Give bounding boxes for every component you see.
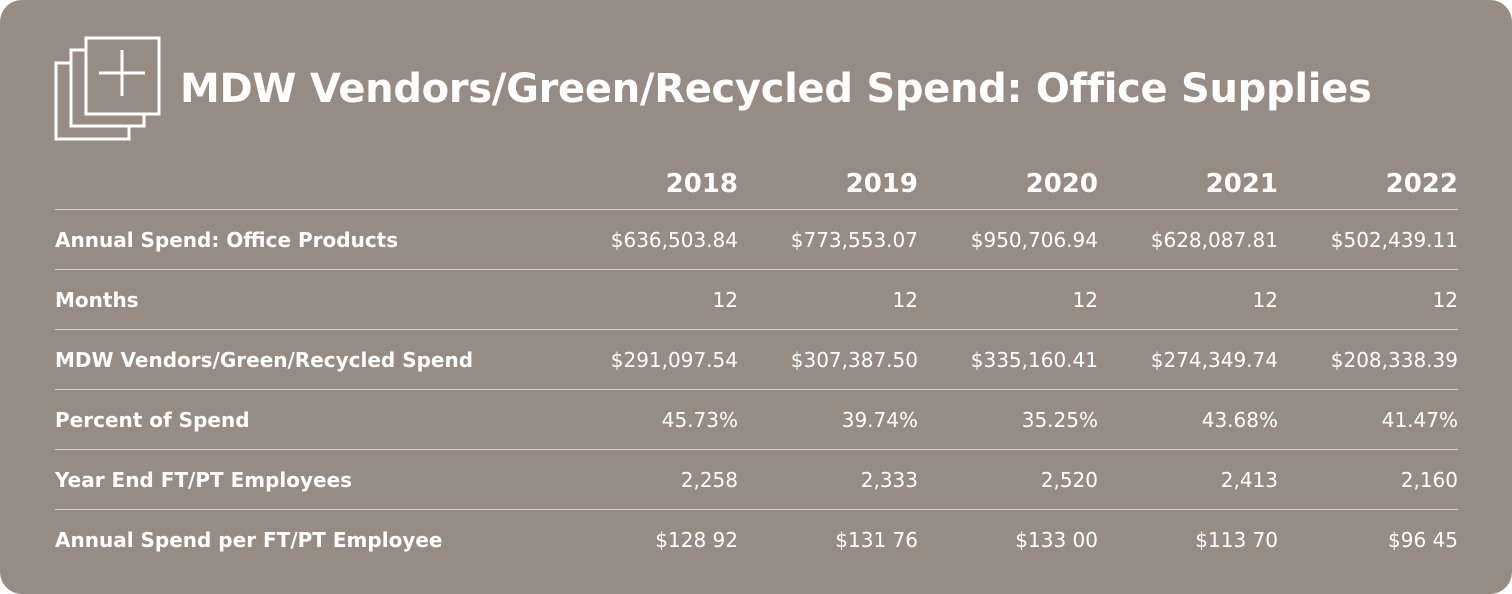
table-cell: $274,349.74 — [1098, 329, 1278, 390]
header-empty — [55, 158, 558, 210]
table-cell: 12 — [558, 269, 738, 330]
table-cell: 2,520 — [918, 449, 1098, 510]
column-header-2018: 2018 — [665, 168, 738, 199]
spend-table: 2018 2019 2020 2021 2022 Annual Spend: Offic… — [55, 158, 1458, 569]
row-label: Annual Spend per FT/PT Employee — [55, 509, 558, 569]
column-header-2020: 2020 — [1025, 168, 1098, 199]
table-row: Annual Spend: Office Products $636,503.84… — [55, 209, 1458, 270]
row-label: Percent of Spend — [55, 389, 558, 450]
table-cell: $208,338.39 — [1278, 329, 1458, 390]
row-label: MDW Vendors/Green/Recycled Spend — [55, 329, 558, 390]
table-cell: 2,160 — [1278, 449, 1458, 510]
table-cell: $628,087.81 — [1098, 209, 1278, 270]
table-cell: $133 00 — [918, 509, 1098, 569]
table-cell: $773,553.07 — [738, 209, 918, 270]
table-cell: $335,160.41 — [918, 329, 1098, 390]
table-cell: 12 — [738, 269, 918, 330]
table-cell: 12 — [918, 269, 1098, 330]
table-row: Months 12 12 12 12 12 — [55, 269, 1458, 330]
table-cell: 39.74% — [738, 389, 918, 450]
table-cell: $131 76 — [738, 509, 918, 569]
table-cell: $950,706.94 — [918, 209, 1098, 270]
table-cell: 43.68% — [1098, 389, 1278, 450]
table-cell: 2,413 — [1098, 449, 1278, 510]
table-row: MDW Vendors/Green/Recycled Spend $291,097… — [55, 329, 1458, 390]
page-title: MDW Vendors/Green/Recycled Spend: Office… — [180, 66, 1372, 112]
column-header-2021: 2021 — [1205, 168, 1278, 199]
table-row: Year End FT/PT Employees 2,258 2,333 2,520 2… — [55, 449, 1458, 510]
table-cell: $307,387.50 — [738, 329, 918, 390]
table-cell: 12 — [1278, 269, 1458, 330]
row-label: Annual Spend: Office Products — [55, 209, 558, 270]
table-cell: 45.73% — [558, 389, 738, 450]
table-cell: 41.47% — [1278, 389, 1458, 450]
table-cell: $96 45 — [1278, 509, 1458, 569]
column-header-2022: 2022 — [1385, 168, 1458, 199]
table-cell: $291,097.54 — [558, 329, 738, 390]
table-cell: 12 — [1098, 269, 1278, 330]
table-cell: 2,258 — [558, 449, 738, 510]
table-cell: 35.25% — [918, 389, 1098, 450]
table-row: Annual Spend per FT/PT Employee $128 92 $1… — [55, 509, 1458, 569]
row-label: Year End FT/PT Employees — [55, 449, 558, 510]
table-row: Percent of Spend 45.73% 39.74% 35.25% 43.68%… — [55, 389, 1458, 450]
table-cell: 2,333 — [738, 449, 918, 510]
table-cell: $113 70 — [1098, 509, 1278, 569]
column-header-2019: 2019 — [845, 168, 918, 199]
stacked-pages-plus-icon — [54, 36, 161, 141]
table-cell: $636,503.84 — [558, 209, 738, 270]
header-row: 2018 2019 2020 2021 2022 — [55, 158, 1458, 210]
table-cell: $128 92 — [558, 509, 738, 569]
table-cell: $502,439.11 — [1278, 209, 1458, 270]
row-label: Months — [55, 269, 558, 330]
